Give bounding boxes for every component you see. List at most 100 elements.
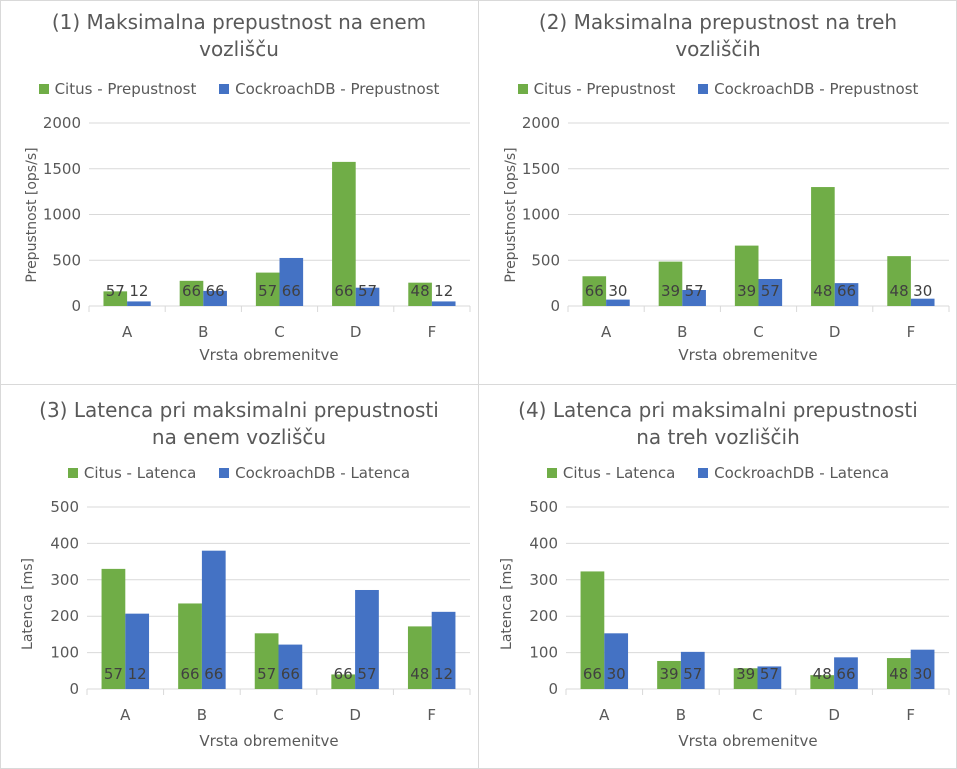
legend-label-cockroach: CockroachDB - Prepustnost bbox=[714, 80, 919, 98]
bar-cockroach-A bbox=[606, 299, 630, 306]
data-label: 12 bbox=[434, 665, 453, 683]
data-label: 66 bbox=[182, 282, 201, 300]
chart-title: (4) Latenca pri maksimalni prepustnosti … bbox=[479, 397, 957, 451]
data-label: 57 bbox=[358, 282, 377, 300]
legend-swatch-citus bbox=[38, 84, 49, 94]
x-axis-label: Vrsta obremenitve bbox=[199, 346, 339, 364]
x-tick-label: B bbox=[676, 706, 686, 724]
bar-citus-B bbox=[658, 261, 683, 306]
bar-citus-D bbox=[331, 674, 356, 689]
legend-swatch-cockroach bbox=[219, 468, 230, 478]
data-label: 48 bbox=[890, 282, 909, 300]
x-tick-label: C bbox=[752, 706, 762, 724]
y-tick-label: 300 bbox=[529, 571, 558, 589]
data-label: 66 bbox=[282, 282, 301, 300]
data-label: 30 bbox=[913, 282, 932, 300]
legend-label-citus: Citus - Latenca bbox=[83, 464, 197, 482]
data-label: 39 bbox=[736, 665, 755, 683]
chart-legend: Citus - Prepustnost CockroachDB - Prepus… bbox=[0, 80, 478, 98]
legend-item-cockroach: CockroachDB - Latenca bbox=[219, 464, 410, 482]
x-tick-label: F bbox=[427, 706, 436, 724]
y-tick-label: 500 bbox=[531, 251, 560, 269]
data-label: 66 bbox=[204, 665, 223, 683]
legend-item-cockroach: CockroachDB - Prepustnost bbox=[219, 80, 439, 98]
x-tick-label: B bbox=[677, 323, 687, 341]
x-tick-label: D bbox=[349, 706, 361, 724]
bar-citus-F bbox=[408, 282, 432, 306]
bar-cockroach-B bbox=[680, 651, 705, 689]
data-label: 39 bbox=[659, 665, 678, 683]
x-tick-label: C bbox=[274, 323, 284, 341]
data-label: 57 bbox=[104, 665, 123, 683]
bar-citus-B bbox=[657, 660, 681, 689]
bar-cockroach-A bbox=[127, 301, 151, 306]
x-tick-label: B bbox=[197, 706, 207, 724]
bar-citus-D bbox=[811, 187, 835, 306]
x-tick-label: D bbox=[829, 323, 841, 341]
legend-item-cockroach: CockroachDB - Prepustnost bbox=[698, 80, 918, 98]
bar-cockroach-F bbox=[431, 301, 456, 306]
x-axis-label: Vrsta obremenitve bbox=[199, 732, 339, 750]
chart-legend: Citus - Prepustnost CockroachDB - Prepus… bbox=[479, 80, 957, 98]
x-tick-label: F bbox=[906, 706, 915, 724]
data-label: 66 bbox=[585, 282, 604, 300]
data-label: 48 bbox=[411, 282, 430, 300]
y-tick-label: 500 bbox=[50, 498, 79, 516]
bar-cockroach-C bbox=[757, 666, 782, 689]
chart-title-line-1: (2) Maksimalna prepustnost na treh bbox=[538, 10, 898, 34]
legend-swatch-citus bbox=[546, 468, 557, 478]
chart-title-line-1: (3) Latenca pri maksimalni prepustnosti bbox=[39, 398, 439, 422]
bar-cockroach-C bbox=[758, 279, 783, 306]
chart-title-line-2: na treh vozliščih bbox=[636, 425, 800, 449]
data-label: 12 bbox=[129, 282, 148, 300]
x-tick-label: F bbox=[428, 323, 437, 341]
data-label: 48 bbox=[889, 665, 908, 683]
y-tick-label: 0 bbox=[71, 297, 81, 315]
bar-citus-B bbox=[179, 280, 204, 306]
y-tick-label: 400 bbox=[50, 534, 79, 552]
data-label: 66 bbox=[206, 282, 225, 300]
bar-cockroach-A bbox=[125, 613, 150, 689]
data-label: 57 bbox=[685, 282, 704, 300]
chart-legend: Citus - Latenca CockroachDB - Latenca bbox=[479, 464, 957, 482]
bar-citus-F bbox=[886, 658, 911, 689]
y-tick-label: 500 bbox=[529, 498, 558, 516]
bar-cockroach-D bbox=[355, 589, 379, 689]
chart-panel-3: (3) Latenca pri maksimalni prepustnosti … bbox=[0, 385, 478, 769]
chart-title-line-1: (1) Maksimalna prepustnost na enem bbox=[51, 10, 427, 34]
chart-title: (1) Maksimalna prepustnost na enem vozli… bbox=[0, 9, 478, 63]
bar-cockroach-B bbox=[201, 550, 226, 689]
y-tick-label: 1000 bbox=[522, 206, 560, 224]
data-label: 39 bbox=[737, 282, 756, 300]
data-label: 12 bbox=[128, 665, 147, 683]
data-label: 57 bbox=[683, 665, 702, 683]
y-tick-label: 500 bbox=[52, 251, 81, 269]
legend-item-citus: Citus - Prepustnost bbox=[38, 80, 197, 98]
bar-citus-A bbox=[582, 276, 607, 306]
horizontal-divider bbox=[0, 384, 957, 385]
y-tick-label: 100 bbox=[529, 644, 558, 662]
legend-item-cockroach: CockroachDB - Latenca bbox=[698, 464, 889, 482]
data-label: 57 bbox=[760, 665, 779, 683]
legend-item-citus: Citus - Latenca bbox=[546, 464, 675, 482]
x-tick-label: D bbox=[828, 706, 840, 724]
legend-label-cockroach: CockroachDB - Prepustnost bbox=[235, 80, 440, 98]
data-label: 48 bbox=[813, 665, 832, 683]
y-tick-label: 100 bbox=[50, 644, 79, 662]
x-tick-label: C bbox=[273, 706, 283, 724]
chart-title-line-2: vozliščih bbox=[675, 37, 761, 61]
legend-label-cockroach: CockroachDB - Latenca bbox=[714, 464, 890, 482]
data-label: 57 bbox=[761, 282, 780, 300]
data-label: 66 bbox=[281, 665, 300, 683]
x-tick-label: B bbox=[198, 323, 208, 341]
legend-label-citus: Citus - Prepustnost bbox=[54, 80, 197, 98]
bar-citus-D bbox=[332, 161, 356, 306]
bar-cockroach-C bbox=[279, 257, 304, 306]
y-tick-label: 0 bbox=[548, 680, 558, 698]
x-tick-label: A bbox=[120, 706, 131, 724]
bar-cockroach-D bbox=[834, 283, 859, 306]
chart-title-line-2: vozlišču bbox=[199, 37, 279, 61]
